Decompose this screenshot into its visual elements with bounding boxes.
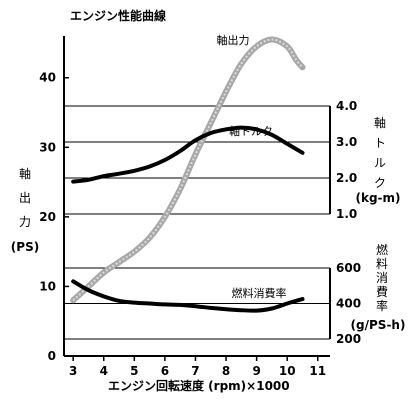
x-tick-label-5: 8 (222, 364, 230, 378)
fuel-axis-label-char-2: 消 (376, 271, 388, 285)
torque-axis-unit: (kg-m) (355, 191, 400, 205)
fuel-tick-label-0: 200 (336, 332, 361, 346)
torque-axis-label-char-2: ル (374, 156, 386, 170)
x-tick-label-7: 10 (279, 364, 296, 378)
x-tick-label-2: 5 (130, 364, 138, 378)
label-layer: 3 4 5 6 7 8 9 10 11 0 10 20 30 40 1.0 2.0 3.0 4.0 200 400 60… (11, 33, 406, 378)
x-tick-label-4: 7 (191, 364, 199, 378)
left-axis-unit: (PS) (11, 240, 39, 254)
fuel-axis-unit: (g/PS-h) (351, 318, 406, 332)
torque-axis-label-char-3: ク (374, 176, 386, 190)
series-layer (70, 36, 306, 313)
left-tick-label-2: 20 (39, 210, 56, 224)
left-tick-label-3: 30 (39, 140, 56, 154)
axes (63, 36, 331, 361)
left-tick-label-4: 40 (39, 71, 56, 85)
x-axis-label: エンジン回転速度 (rpm)×1000 (108, 378, 290, 393)
fuel-tick-label-1: 400 (336, 297, 361, 311)
left-tick-label-1: 10 (39, 279, 56, 293)
power-series-label: 軸出力 (217, 33, 250, 47)
torque-curve (71, 125, 305, 184)
fuel-axis-label-char-4: 率 (376, 298, 388, 313)
torque-tick-label-0: 1.0 (336, 207, 357, 221)
fuel-tick-label-2: 600 (336, 261, 361, 275)
power-curve-core (72, 38, 304, 302)
left-axis-label-char-0: 軸 (19, 167, 31, 181)
fuel-axis-label-char-0: 燃 (376, 242, 388, 257)
fuel-axis-label-char-1: 料 (376, 257, 388, 271)
torque-tick-label-3: 4.0 (336, 99, 357, 113)
torque-axis-label-char-1: ト (374, 136, 386, 150)
left-axis-label-char-1: 出 (19, 191, 31, 205)
left-tick-label-0: 0 (48, 349, 56, 363)
fuel-consumption-curve (71, 279, 305, 313)
fuel-axis-label-char-3: 費 (376, 284, 388, 299)
x-tick-label-3: 6 (161, 364, 169, 378)
torque-series-label: 軸トルク (229, 124, 273, 138)
chart-title: エンジン性能曲線 (70, 8, 166, 23)
torque-axis-label-char-0: 軸 (374, 116, 386, 130)
x-tick-label-0: 3 (69, 364, 77, 378)
left-axis-label-char-2: 力 (19, 215, 31, 229)
torque-tick-label-1: 2.0 (336, 171, 357, 185)
x-tick-label-1: 4 (100, 364, 108, 378)
x-tick-label-8: 11 (309, 364, 326, 378)
torque-tick-label-2: 3.0 (336, 135, 357, 149)
fuel-series-label: 燃料消費率 (232, 286, 287, 300)
x-tick-label-6: 9 (252, 364, 260, 378)
